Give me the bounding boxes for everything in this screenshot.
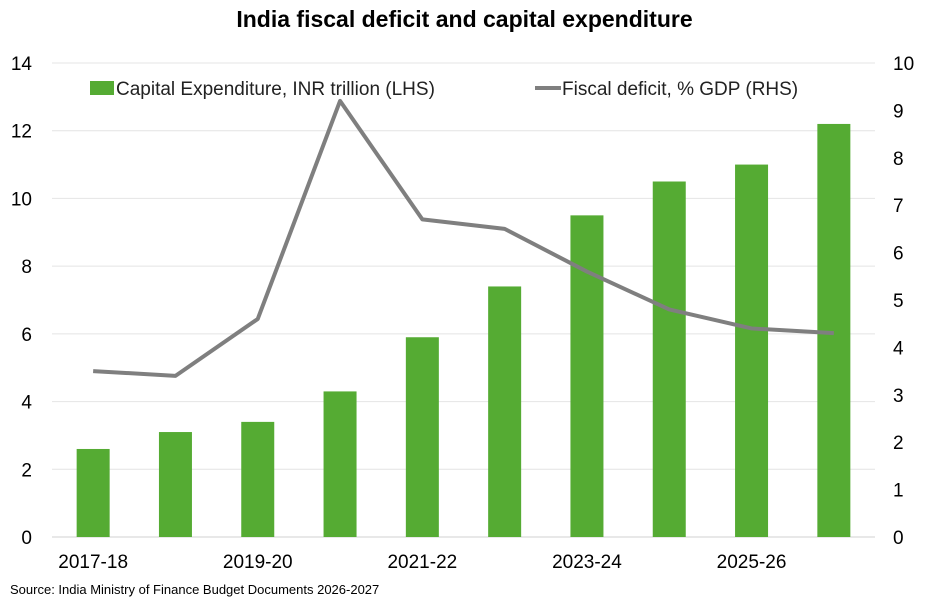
bar-2026-27 [817, 123, 851, 537]
bar-2024-25 [652, 181, 686, 537]
left-axis-tick-label: 2 [21, 460, 32, 481]
right-axis-tick-label: 4 [893, 338, 904, 359]
bar-2019-20 [241, 421, 275, 537]
source-note: Source: India Ministry of Finance Budget… [10, 582, 380, 597]
legend-label-capex: Capital Expenditure, INR trillion (LHS) [116, 79, 435, 100]
left-axis-tick-label: 10 [11, 189, 32, 210]
left-axis-tick-label: 4 [21, 393, 32, 414]
left-axis-tick-label: 8 [21, 257, 32, 278]
right-axis-tick-label: 3 [893, 386, 904, 407]
right-axis-tick-label: 5 [893, 291, 904, 312]
right-axis-tick-label: 8 [893, 149, 904, 170]
left-axis-tick-label: 12 [11, 122, 32, 143]
right-axis-tick-label: 2 [893, 433, 904, 454]
bar-2017-18 [76, 448, 110, 537]
right-axis-tick-label: 6 [893, 244, 904, 265]
left-axis-tick-label: 0 [21, 528, 32, 549]
x-axis-tick-label: 2025-26 [717, 552, 787, 573]
fiscal-deficit-line [93, 98, 834, 378]
x-axis-tick-label: 2017-18 [58, 552, 128, 573]
x-axis-tick-label: 2019-20 [223, 552, 293, 573]
right-axis-tick-label: 1 [893, 481, 904, 502]
right-axis-tick-label: 0 [893, 528, 904, 549]
bar-2020-21 [323, 391, 357, 537]
right-axis-tick-label: 7 [893, 196, 904, 217]
right-axis-tick-label: 9 [893, 101, 904, 122]
chart-title: India fiscal deficit and capital expendi… [236, 6, 693, 32]
bar-2022-23 [488, 286, 522, 537]
left-axis-tick-label: 6 [21, 325, 32, 346]
bar-2025-26 [735, 164, 769, 538]
legend-swatch-capex [90, 81, 114, 95]
left-axis-tick-label: 14 [11, 54, 33, 75]
right-axis-tick-label: 10 [893, 54, 914, 75]
x-axis-tick-label: 2023-24 [552, 552, 622, 573]
legend-label-fiscal-deficit: Fiscal deficit, % GDP (RHS) [562, 79, 798, 100]
bar-2023-24 [570, 215, 604, 537]
x-axis-tick-label: 2021-22 [387, 552, 457, 573]
bar-2018-19 [158, 432, 192, 537]
bar-2021-22 [405, 337, 439, 537]
